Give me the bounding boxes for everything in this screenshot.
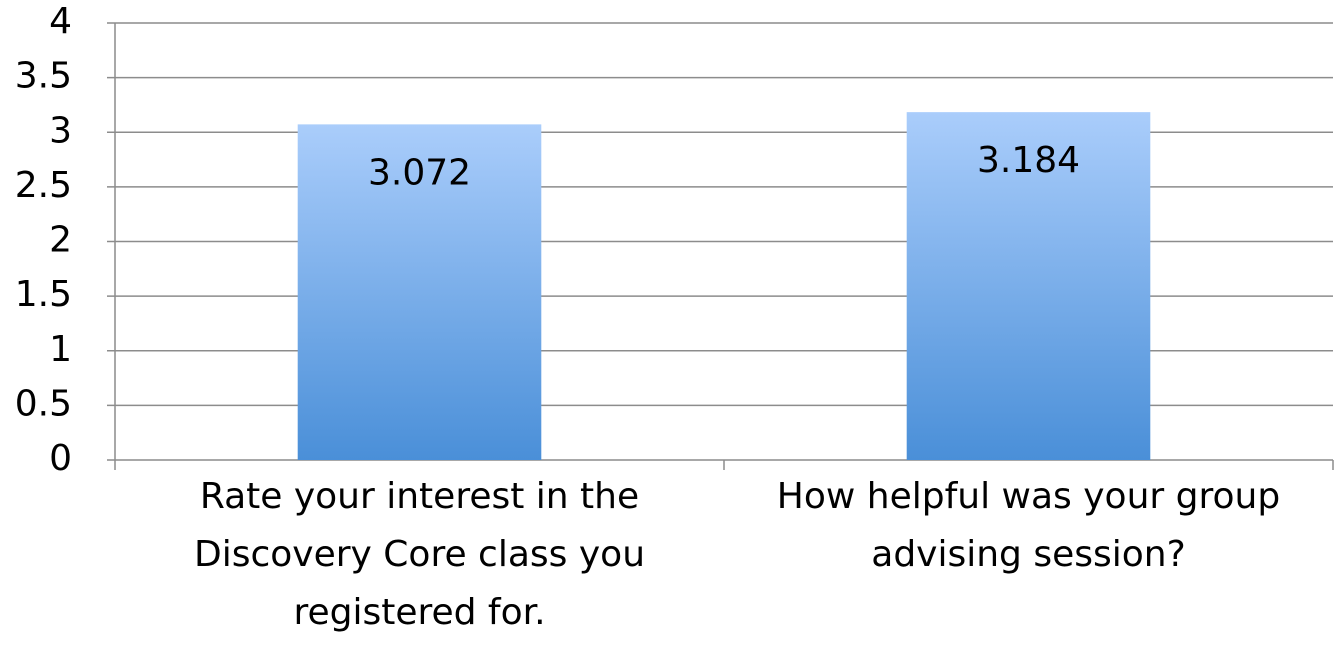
x-tick-label: Rate your interest in the Discovery Core… [193, 476, 646, 633]
y-tick-label: 3 [49, 110, 72, 151]
y-tick-label: 1 [49, 329, 72, 370]
data-label: 3.184 [977, 140, 1080, 181]
y-tick-label: 0 [49, 438, 72, 479]
y-tick-label: 0.5 [15, 383, 72, 424]
y-tick-label: 2.5 [15, 165, 72, 206]
bar [297, 124, 542, 460]
bar [906, 112, 1151, 460]
y-tick-label: 2 [49, 220, 72, 261]
y-tick-label: 4 [49, 1, 72, 42]
data-label: 3.072 [368, 152, 471, 193]
x-tick-label: How helpful was your group advising sess… [776, 476, 1281, 575]
y-tick-label: 1.5 [15, 274, 72, 315]
y-tick-label: 3.5 [15, 56, 72, 97]
